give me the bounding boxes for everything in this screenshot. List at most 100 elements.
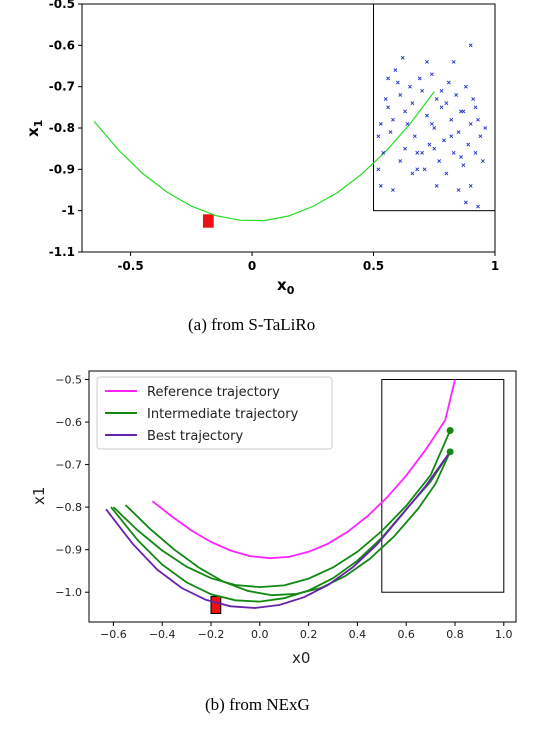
sample-point bbox=[439, 105, 444, 110]
series-line bbox=[151, 379, 456, 560]
sample-point bbox=[444, 171, 449, 176]
panel-a: -0.5 0 0.5 1 -0.5 -0.6 -0.7 -0.8 -0.9 -1 -1.1 x0 x… bbox=[24, 0, 499, 334]
sample-point bbox=[417, 76, 422, 81]
initial-region bbox=[202, 214, 214, 228]
series-a bbox=[93, 43, 488, 222]
plot-area-a bbox=[81, 3, 496, 253]
sample-point bbox=[456, 130, 461, 135]
series-line bbox=[105, 451, 451, 609]
sample-point bbox=[391, 188, 395, 192]
caption-a: (a) from S-TaLiRo bbox=[188, 315, 315, 334]
y-tick-label: -0.9 bbox=[49, 162, 75, 176]
sample-point bbox=[405, 121, 410, 126]
series-b bbox=[105, 379, 456, 609]
x-tick-label: -0.5 bbox=[117, 259, 143, 273]
sample-point bbox=[463, 84, 468, 89]
x-axis-label-a: x0 bbox=[277, 276, 295, 297]
sample-point bbox=[456, 188, 461, 192]
sample-point bbox=[410, 101, 415, 106]
series-line bbox=[112, 430, 451, 589]
x-tick-label: 0.2 bbox=[300, 628, 318, 641]
sample-point bbox=[393, 68, 398, 73]
sample-point bbox=[391, 117, 395, 122]
sample-point bbox=[432, 146, 437, 151]
x-tick-label: −0.2 bbox=[198, 628, 225, 641]
sample-point bbox=[378, 121, 383, 126]
trajectory-endpoint bbox=[446, 427, 454, 435]
x-tick-label: 0.8 bbox=[446, 628, 464, 641]
sample-point bbox=[471, 97, 476, 101]
x-tick-label: 0.0 bbox=[251, 628, 269, 641]
axes-a: -0.5 0 0.5 1 -0.5 -0.6 -0.7 -0.8 -0.9 -1 -1.1 bbox=[49, 0, 499, 273]
sample-point bbox=[449, 134, 454, 139]
sample-point bbox=[466, 142, 471, 147]
sample-point bbox=[483, 126, 488, 130]
x-tick-label: 0.5 bbox=[363, 259, 384, 273]
sample-point bbox=[459, 155, 463, 159]
sample-point bbox=[398, 93, 403, 97]
legend-b: Reference trajectory Intermediate trajec… bbox=[96, 376, 333, 450]
y-tick-label: −0.8 bbox=[55, 501, 82, 514]
y-axis-label-b: x1 bbox=[30, 487, 48, 505]
sample-point bbox=[442, 138, 446, 143]
sample-point bbox=[439, 88, 444, 93]
sample-point bbox=[461, 163, 466, 168]
sample-point bbox=[425, 113, 429, 118]
sample-point bbox=[473, 105, 478, 110]
sample-point bbox=[420, 88, 425, 93]
sample-point bbox=[429, 72, 434, 77]
y-tick-label: −0.5 bbox=[55, 374, 82, 387]
sample-point bbox=[378, 183, 383, 188]
sample-point bbox=[425, 59, 429, 64]
sample-point bbox=[420, 150, 425, 155]
sample-point bbox=[422, 167, 427, 172]
y-tick-label: -1 bbox=[62, 204, 75, 218]
x-tick-label: 0 bbox=[248, 259, 256, 273]
axes-b: −0.6 −0.4 −0.2 0.0 0.2 0.4 0.6 0.8 1.0 −0.5 −0.6 −0… bbox=[55, 374, 512, 641]
x-axis-label-b: x0 bbox=[292, 649, 310, 667]
sample-point bbox=[432, 126, 437, 130]
target-region bbox=[381, 379, 505, 593]
sample-point bbox=[437, 159, 442, 163]
y-tick-label: −1.0 bbox=[55, 586, 82, 599]
sample-point bbox=[468, 43, 473, 48]
target-region bbox=[373, 3, 496, 212]
x-tick-label: 1.0 bbox=[495, 628, 513, 641]
sample-point bbox=[383, 97, 388, 101]
sample-point bbox=[463, 200, 468, 205]
sample-point bbox=[376, 134, 381, 139]
y-tick-label: −0.6 bbox=[55, 416, 82, 429]
trajectory-line bbox=[93, 91, 435, 222]
sample-point bbox=[451, 150, 456, 155]
sample-point bbox=[427, 142, 432, 147]
sample-point bbox=[403, 146, 408, 151]
x-tick-label: 1 bbox=[491, 259, 499, 273]
sample-point bbox=[376, 167, 381, 172]
x-tick-label: 0.4 bbox=[349, 628, 367, 641]
sample-point bbox=[386, 76, 391, 81]
sample-point bbox=[395, 80, 400, 85]
sample-point bbox=[480, 159, 485, 163]
sample-point bbox=[449, 117, 454, 122]
y-tick-label: -0.5 bbox=[49, 0, 75, 11]
sample-point bbox=[434, 183, 439, 188]
sample-point bbox=[461, 109, 466, 114]
sample-point bbox=[434, 97, 439, 101]
sample-point bbox=[386, 105, 391, 110]
sample-point bbox=[454, 93, 459, 97]
x-tick-label: 0.6 bbox=[397, 628, 415, 641]
sample-point bbox=[400, 55, 405, 60]
sample-point bbox=[415, 150, 420, 155]
sample-point bbox=[444, 101, 449, 106]
sample-point bbox=[446, 80, 451, 85]
sample-point bbox=[415, 167, 420, 172]
sample-point bbox=[408, 84, 412, 89]
x-tick-label: −0.4 bbox=[149, 628, 176, 641]
sample-point bbox=[429, 121, 434, 126]
sample-point bbox=[478, 134, 483, 139]
sample-point bbox=[412, 134, 417, 139]
legend-box bbox=[96, 376, 333, 450]
sample-point bbox=[451, 59, 456, 64]
sample-point bbox=[476, 204, 480, 209]
